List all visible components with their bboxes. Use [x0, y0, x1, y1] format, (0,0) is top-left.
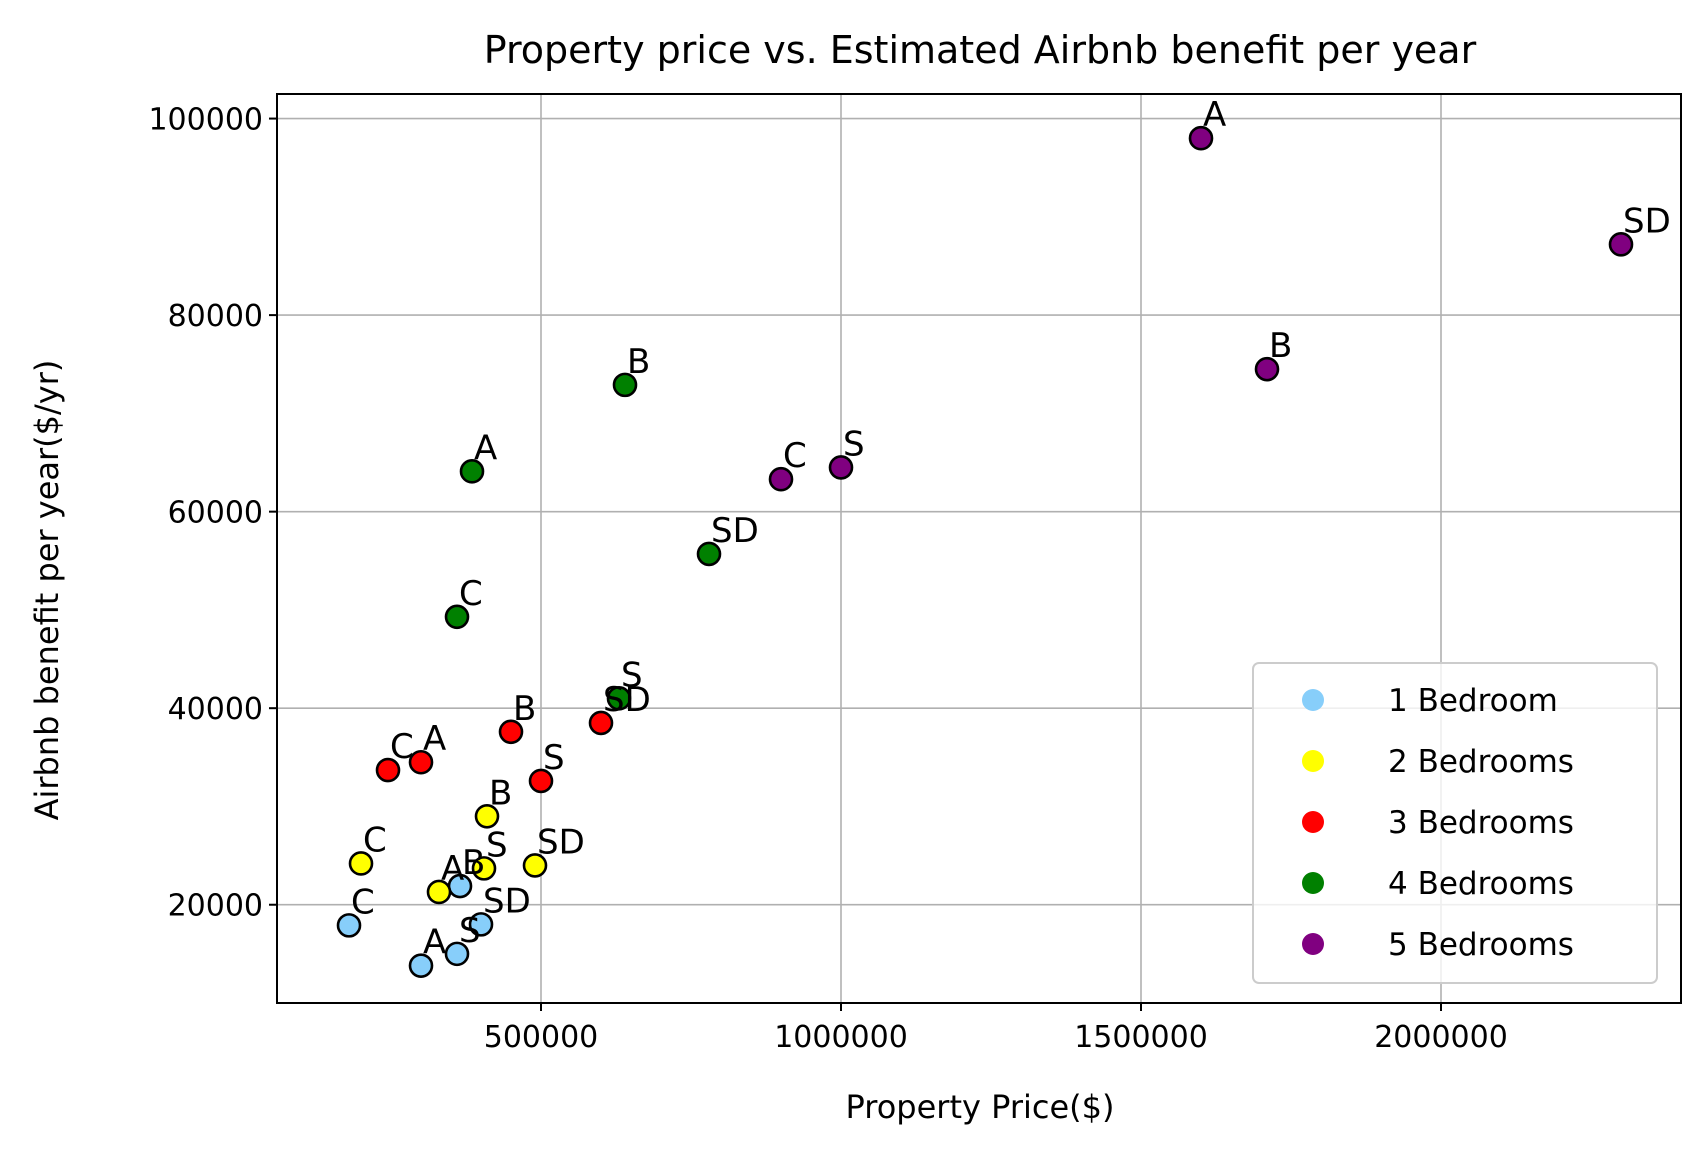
point-label: SD [603, 680, 651, 720]
point-label: S [486, 825, 508, 865]
x-tick-label: 1500000 [1074, 1020, 1208, 1055]
legend-marker [1302, 872, 1324, 894]
data-point [528, 768, 554, 794]
point-label: S [543, 738, 565, 778]
legend-box [1252, 662, 1658, 984]
y-axis-ticks: 20000 40000 60000 80000 100000 [148, 103, 277, 924]
y-axis-label: Airbnb benefit per year($/yr) [28, 360, 66, 821]
legend-marker [1302, 689, 1324, 711]
point-label: B [462, 843, 485, 883]
legend-marker [1302, 933, 1324, 955]
x-axis-label: Property Price($) [846, 1088, 1115, 1126]
data-point [408, 953, 434, 978]
point-label: C [390, 727, 414, 767]
point-label: C [459, 574, 483, 614]
point-label: A [474, 428, 497, 468]
y-tick-label: 80000 [168, 299, 263, 334]
x-tick-label: 1000000 [774, 1020, 908, 1055]
data-point [1608, 232, 1634, 257]
data-point [696, 541, 722, 567]
data-point [348, 851, 374, 876]
x-tick-label: 2000000 [1374, 1020, 1508, 1055]
point-label: A [423, 923, 446, 963]
data-points [336, 125, 1634, 978]
point-label: C [351, 882, 375, 922]
point-label: A [1203, 95, 1226, 135]
y-tick-label: 20000 [168, 889, 263, 924]
data-point [498, 719, 524, 745]
point-label: A [441, 849, 464, 889]
point-label: B [627, 342, 650, 382]
point-label: SD [483, 881, 531, 921]
legend-entry: 4 Bedrooms [1388, 866, 1574, 902]
data-point [408, 749, 434, 775]
y-tick-label: 40000 [168, 692, 263, 727]
data-point [1254, 356, 1280, 382]
point-label: B [1269, 326, 1292, 366]
legend-entry: 3 Bedrooms [1388, 805, 1574, 841]
legend-entry: 5 Bedrooms [1388, 927, 1574, 963]
point-label: S [843, 424, 865, 464]
chart-title: Property price vs. Estimated Airbnb bene… [484, 28, 1477, 72]
data-point [828, 455, 854, 480]
data-point [522, 853, 548, 878]
data-point [426, 879, 452, 905]
data-point [606, 686, 632, 711]
grid [277, 94, 1681, 1003]
point-label: SD [1623, 201, 1671, 241]
point-label: A [423, 719, 446, 759]
point-label: S [621, 655, 643, 695]
point-label: C [363, 820, 387, 860]
legend-marker [1302, 811, 1324, 833]
data-point [474, 803, 500, 829]
x-tick-label: 500000 [484, 1020, 599, 1055]
data-point [444, 941, 470, 967]
data-point [612, 372, 638, 398]
data-point [468, 912, 494, 937]
point-label: C [783, 436, 807, 476]
data-point [588, 710, 614, 736]
data-point [375, 757, 401, 783]
legend: 1 Bedroom 2 Bedrooms 3 Bedrooms 4 Bedrooms 5… [1252, 662, 1658, 984]
legend-entry: 1 Bedroom [1388, 683, 1558, 719]
point-label: B [513, 689, 536, 729]
point-label: S [459, 911, 481, 951]
data-point [1188, 125, 1214, 151]
x-axis-ticks: 500000 1000000 1500000 2000000 [484, 1003, 1508, 1055]
y-tick-label: 100000 [148, 103, 263, 138]
data-point [444, 604, 470, 630]
data-point [768, 466, 794, 492]
y-tick-label: 60000 [168, 496, 263, 531]
data-point [471, 856, 497, 881]
data-point [336, 913, 362, 938]
point-label: B [489, 773, 512, 813]
point-label: SD [537, 822, 585, 862]
legend-entry: 2 Bedrooms [1388, 744, 1574, 780]
legend-marker [1302, 750, 1324, 772]
plot-frame [276, 93, 1682, 1004]
data-point [459, 459, 485, 484]
point-label: SD [711, 511, 759, 551]
